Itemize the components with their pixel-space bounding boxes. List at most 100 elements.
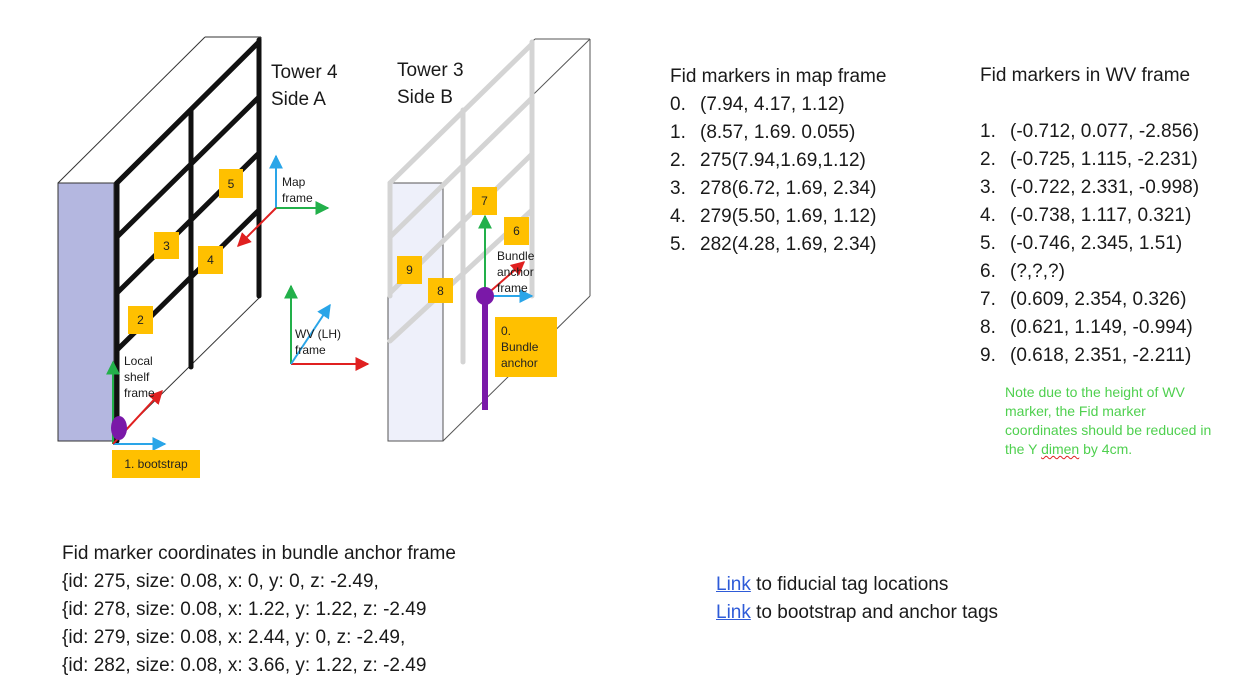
map-frame-label-line1: Map	[282, 175, 306, 189]
list-item: 2. (-0.725, 1.115, -2.231)	[980, 146, 1199, 174]
wv-frame-label-line1: WV (LH)	[295, 327, 341, 341]
item-text: (-0.725, 1.115, -2.231)	[1010, 149, 1198, 170]
list-item: 1. (-0.712, 0.077, -2.856)	[980, 118, 1199, 146]
bootstrap-tag: 1. bootstrap	[112, 450, 200, 478]
bundle-anchor-marker	[476, 287, 494, 305]
map-frame-list: 0. (7.94, 4.17, 1.12) 1. (8.57, 1.69. 0.05…	[670, 91, 876, 259]
bundle-coords-line: {id: 279, size: 0.08, x: 2.44, y: 0, z: …	[62, 627, 406, 648]
item-number: 1.	[670, 122, 686, 143]
item-number: 3.	[980, 177, 996, 198]
item-number: 5.	[980, 233, 996, 254]
bundle-frame-label-line1: Bundle	[497, 249, 535, 263]
map-frame-axes	[237, 154, 330, 247]
bundle-anchor-tag-line3: anchor	[501, 356, 538, 370]
item-text: (-0.746, 2.345, 1.51)	[1010, 233, 1183, 254]
bundle-frame-label-line3: frame	[497, 281, 528, 295]
wv-frame-axes	[284, 284, 370, 371]
item-number: 6.	[980, 261, 996, 282]
bootstrap-link-row: Link to bootstrap and anchor tags	[716, 599, 998, 627]
fiducial-link-row: Link to fiducial tag locations	[716, 571, 998, 599]
list-item: 0. (7.94, 4.17, 1.12)	[670, 91, 876, 119]
bundle-coords-line: {id: 278, size: 0.08, x: 1.22, y: 1.22, …	[62, 599, 427, 620]
local-shelf-label-line1: Local	[124, 354, 153, 368]
tower-3-side: Side B	[397, 87, 453, 108]
list-item: 5. (-0.746, 2.345, 1.51)	[980, 230, 1199, 258]
bundle-frame-label-line2: anchor	[497, 265, 534, 279]
map-frame-label: Map frame	[282, 174, 313, 206]
bundle-coords-title: Fid marker coordinates in bundle anchor …	[62, 543, 456, 564]
map-frame-panel-title: Fid markers in map frame	[670, 66, 887, 87]
list-item: 3. (-0.722, 2.331, -0.998)	[980, 174, 1199, 202]
item-text: (0.621, 1.149, -0.994)	[1010, 317, 1193, 338]
list-item: 9. (0.618, 2.351, -2.211)	[980, 342, 1199, 370]
list-item: 8. (0.621, 1.149, -0.994)	[980, 314, 1199, 342]
list-item: 1. (8.57, 1.69. 0.055)	[670, 119, 876, 147]
note-text-end: by 4cm.	[1079, 441, 1133, 457]
list-item: 4. (-0.738, 1.117, 0.321)	[980, 202, 1199, 230]
list-item: 5. 282(4.28, 1.69, 2.34)	[670, 231, 876, 259]
bootstrap-marker	[111, 416, 127, 440]
item-text: 278(6.72, 1.69, 2.34)	[700, 178, 877, 199]
note-text-start: Note due to the height of WV marker, the…	[1005, 384, 1212, 457]
item-number: 3.	[670, 178, 686, 199]
item-number: 5.	[670, 234, 686, 255]
item-text: (7.94, 4.17, 1.12)	[700, 94, 845, 115]
fid-tag-7: 7	[472, 187, 497, 215]
item-text: 275(7.94,1.69,1.12)	[700, 150, 866, 171]
tower-3-frame	[387, 39, 535, 365]
item-number: 2.	[670, 150, 686, 171]
list-item: 3. 278(6.72, 1.69, 2.34)	[670, 175, 876, 203]
item-text: 282(4.28, 1.69, 2.34)	[700, 234, 877, 255]
wv-height-note: Note due to the height of WV marker, the…	[1005, 383, 1215, 459]
item-text: (8.57, 1.69. 0.055)	[700, 122, 856, 143]
tower-3-side-panel	[387, 182, 444, 442]
link-description: to bootstrap and anchor tags	[750, 602, 999, 623]
bundle-anchor-frame-label: Bundle anchor frame	[497, 248, 534, 296]
list-item: 2. 275(7.94,1.69,1.12)	[670, 147, 876, 175]
fid-tag-5: 5	[219, 169, 243, 198]
wv-frame-list: 1. (-0.712, 0.077, -2.856) 2. (-0.725, 1.1…	[980, 118, 1199, 370]
fid-tag-9: 9	[397, 256, 422, 284]
wv-frame-panel-title: Fid markers in WV frame	[980, 65, 1191, 86]
link-description: to fiducial tag locations	[750, 574, 949, 595]
bundle-anchor-tag-line1: 0.	[501, 324, 512, 338]
item-text: (-0.712, 0.077, -2.856)	[1010, 121, 1200, 142]
item-text: 279(5.50, 1.69, 1.12)	[700, 206, 877, 227]
item-text: (?,?,?)	[1010, 261, 1065, 282]
fid-tag-8: 8	[428, 278, 453, 303]
item-text: (-0.722, 2.331, -0.998)	[1010, 177, 1200, 198]
wv-frame-label: WV (LH) frame	[295, 326, 341, 358]
local-shelf-label-line3: frame	[124, 386, 155, 400]
item-number: 7.	[980, 289, 996, 310]
tower-4-title: Tower 4 Side A	[271, 59, 338, 113]
tower-4-side: Side A	[271, 89, 326, 110]
list-item: 7. (0.609, 2.354, 0.326)	[980, 286, 1199, 314]
wv-frame-label-line2: frame	[295, 343, 326, 357]
local-shelf-frame-label: Local shelf frame	[124, 353, 155, 401]
item-number: 4.	[670, 206, 686, 227]
fiducial-tag-locations-link[interactable]: Link	[716, 574, 751, 595]
map-frame-label-line2: frame	[282, 191, 313, 205]
local-shelf-label-line2: shelf	[124, 370, 150, 384]
item-text: (-0.738, 1.117, 0.321)	[1010, 205, 1192, 226]
list-item: 6. (?,?,?)	[980, 258, 1199, 286]
fid-tag-6: 6	[504, 217, 529, 245]
bundle-anchor-tag-line2: Bundle	[501, 340, 539, 354]
bundle-coords-line: {id: 275, size: 0.08, x: 0, y: 0, z: -2.…	[62, 571, 379, 592]
links-block: Link to fiducial tag locations Link to b…	[716, 571, 998, 627]
item-text: (0.609, 2.354, 0.326)	[1010, 289, 1187, 310]
fid-tag-4: 4	[198, 246, 223, 274]
note-text-underlined: dimen	[1041, 441, 1080, 457]
bootstrap-anchor-tags-link[interactable]: Link	[716, 602, 751, 623]
tower-3-name: Tower 3	[397, 60, 464, 81]
item-number: 0.	[670, 94, 686, 115]
fid-tag-3: 3	[154, 232, 179, 259]
item-number: 2.	[980, 149, 996, 170]
item-number: 1.	[980, 121, 996, 142]
item-number: 4.	[980, 205, 996, 226]
fid-tag-2: 2	[128, 306, 153, 334]
tower-4-side-panel	[57, 182, 115, 442]
bundle-anchor-tag: 0. Bundle anchor	[495, 317, 557, 377]
tower-4-name: Tower 4	[271, 62, 338, 83]
bundle-anchor-coordinates: Fid marker coordinates in bundle anchor …	[62, 540, 456, 680]
